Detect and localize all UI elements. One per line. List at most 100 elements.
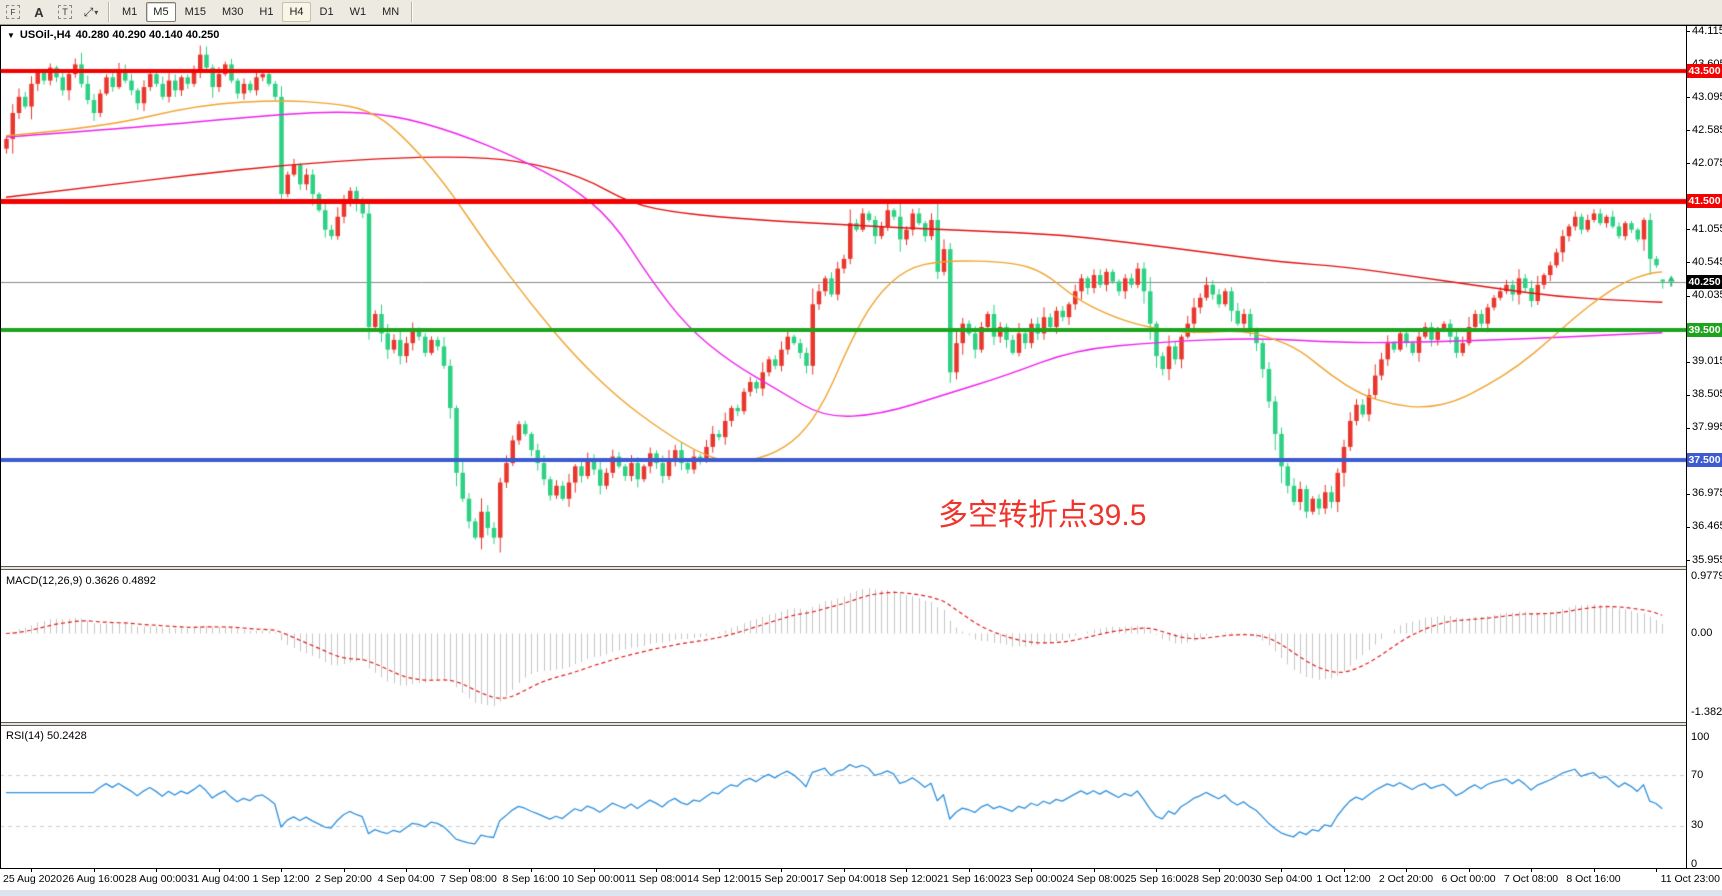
macd-axis-label: 0.00 [1691, 626, 1713, 639]
text-box-icon[interactable]: T [53, 2, 77, 22]
price-axis-tick [1686, 97, 1690, 99]
time-tick-label: 11 Sep 08:00 [625, 873, 687, 885]
time-tick-label: 26 Aug 16:00 [62, 873, 125, 885]
rsi-indicator-canvas[interactable] [0, 726, 1686, 868]
price-axis-tick [1686, 163, 1690, 165]
collapse-caret-icon[interactable]: ▼ [7, 30, 15, 40]
ohlc-values: 40.280 40.290 40.140 40.250 [75, 29, 220, 41]
time-axis-tick [1343, 868, 1345, 872]
time-tick-label: 25 Aug 2020 [3, 873, 62, 885]
price-axis-border [1686, 25, 1687, 870]
timeframe-button-m1[interactable]: M1 [122, 6, 138, 18]
chart-annotation-text[interactable]: 多空转折点39.5 [938, 499, 1147, 532]
toolbar-separator [108, 2, 110, 22]
price-line-badge: 41.500 [1687, 193, 1722, 208]
time-tick-label: 6 Oct 00:00 [1441, 873, 1496, 885]
toolbar-separator [411, 2, 414, 22]
time-tick-label: 30 Sep 04:00 [1249, 873, 1313, 885]
frame-tool-glyph: F [6, 5, 20, 19]
rsi-label: RSI(14) 50.2428 [6, 730, 87, 742]
price-axis-tick [1686, 295, 1690, 297]
time-axis-tick [656, 868, 657, 872]
time-axis[interactable] [0, 868, 1722, 890]
time-axis-tick [1031, 868, 1032, 872]
time-axis-tick [1406, 868, 1407, 872]
timeframe-button-w1[interactable]: W1 [349, 6, 367, 18]
price-line-badge: 39.500 [1687, 323, 1722, 338]
panel-splitter[interactable] [0, 722, 1686, 726]
rsi-axis-label: 30 [1691, 819, 1704, 832]
draw-arrows-glyph: ⤢ [83, 4, 94, 19]
time-axis-tick [281, 868, 282, 872]
time-tick-label: 2 Oct 20:00 [1378, 873, 1434, 885]
timeframe-button-d1[interactable]: D1 [319, 6, 334, 18]
macd-label: MACD(12,26,9) 0.3626 0.4892 [6, 575, 156, 587]
price-axis-tick [1686, 526, 1690, 528]
price-tick-label: 35.955 [1692, 553, 1722, 566]
time-axis-tick [718, 868, 720, 872]
price-line-badge: 43.500 [1687, 63, 1722, 78]
window-bottom-strip [0, 890, 1722, 896]
price-tick-label: 44.115 [1692, 24, 1722, 37]
time-tick-label: 7 Sep 08:00 [440, 873, 497, 885]
price-axis-tick [1686, 394, 1690, 396]
price-line-badge: 37.500 [1687, 452, 1722, 467]
rsi-axis-label: 70 [1691, 768, 1704, 781]
time-tick-label: 1 Oct 12:00 [1316, 873, 1371, 885]
time-axis-tick [593, 868, 595, 872]
timeframe-button-h1[interactable]: H1 [259, 6, 274, 18]
time-tick-label: 18 Sep 12:00 [874, 873, 938, 885]
price-tick-label: 37.995 [1692, 421, 1722, 434]
price-tick-label: 41.055 [1692, 222, 1722, 235]
time-tick-label: 2 Sep 20:00 [315, 873, 372, 885]
price-axis-tick [1686, 361, 1690, 363]
timeframe-button-m30[interactable]: M30 [221, 6, 244, 18]
timeframe-button-m15[interactable]: M15 [184, 6, 206, 18]
price-axis-tick [1686, 427, 1690, 429]
price-axis-tick [1686, 229, 1690, 231]
time-axis-tick [156, 868, 157, 872]
chart-title: ▼ USOil-,H4 40.280 40.290 40.140 40.250 [7, 29, 219, 41]
time-tick-label: 4 Sep 04:00 [377, 873, 435, 885]
time-axis-tick [31, 868, 32, 872]
time-tick-label: 11 Oct 23:00 [1660, 873, 1720, 885]
time-axis-tick [1156, 868, 1157, 872]
time-axis-tick [843, 868, 845, 872]
price-tick-label: 36.465 [1692, 520, 1722, 533]
price-tick-label: 38.505 [1692, 388, 1722, 401]
price-tick-label: 42.075 [1692, 156, 1722, 169]
panel-splitter[interactable] [0, 566, 1686, 570]
time-axis-tick [1656, 868, 1657, 872]
time-tick-label: 1 Sep 12:00 [252, 873, 310, 885]
frame-tool-icon[interactable]: F [1, 2, 25, 22]
price-tick-label: 43.095 [1692, 90, 1722, 103]
price-chart-canvas[interactable] [0, 25, 1686, 566]
chart-border [0, 25, 1, 870]
price-tick-label: 42.585 [1692, 123, 1722, 136]
price-axis-tick [1686, 560, 1690, 561]
time-axis-tick [343, 868, 345, 872]
time-tick-label: 10 Sep 00:00 [562, 873, 625, 885]
price-axis-tick [1686, 262, 1690, 264]
macd-axis-label: -1.382 [1691, 705, 1722, 718]
timeframe-button-mn[interactable]: MN [382, 6, 400, 18]
symbol-period-label: USOil-,H4 [19, 29, 71, 41]
text-label-icon[interactable]: A [34, 4, 44, 20]
timeframe-button-m5[interactable]: M5 [146, 2, 176, 22]
time-axis-tick [468, 868, 470, 872]
time-tick-label: 8 Sep 16:00 [502, 873, 560, 885]
time-axis-tick [1281, 868, 1282, 872]
time-axis-tick [406, 868, 407, 872]
time-axis-tick [781, 868, 782, 872]
macd-indicator-canvas[interactable] [0, 570, 1686, 722]
price-tick-label: 40.545 [1692, 255, 1722, 268]
chevron-down-icon: ▾ [94, 7, 99, 17]
macd-axis-label: 0.9779 [1691, 570, 1722, 583]
timeframe-button-h4[interactable]: H4 [282, 2, 311, 22]
time-tick-label: 28 Sep 20:00 [1187, 873, 1250, 885]
timeframe-button-group: M1 M5 M15 M30 H1 H4 D1 W1 MN [114, 2, 407, 22]
time-axis-tick [968, 868, 970, 872]
current-price-badge: 40.250 [1687, 274, 1722, 289]
draw-arrows-icon[interactable]: ⤢ ▾ [79, 2, 103, 22]
